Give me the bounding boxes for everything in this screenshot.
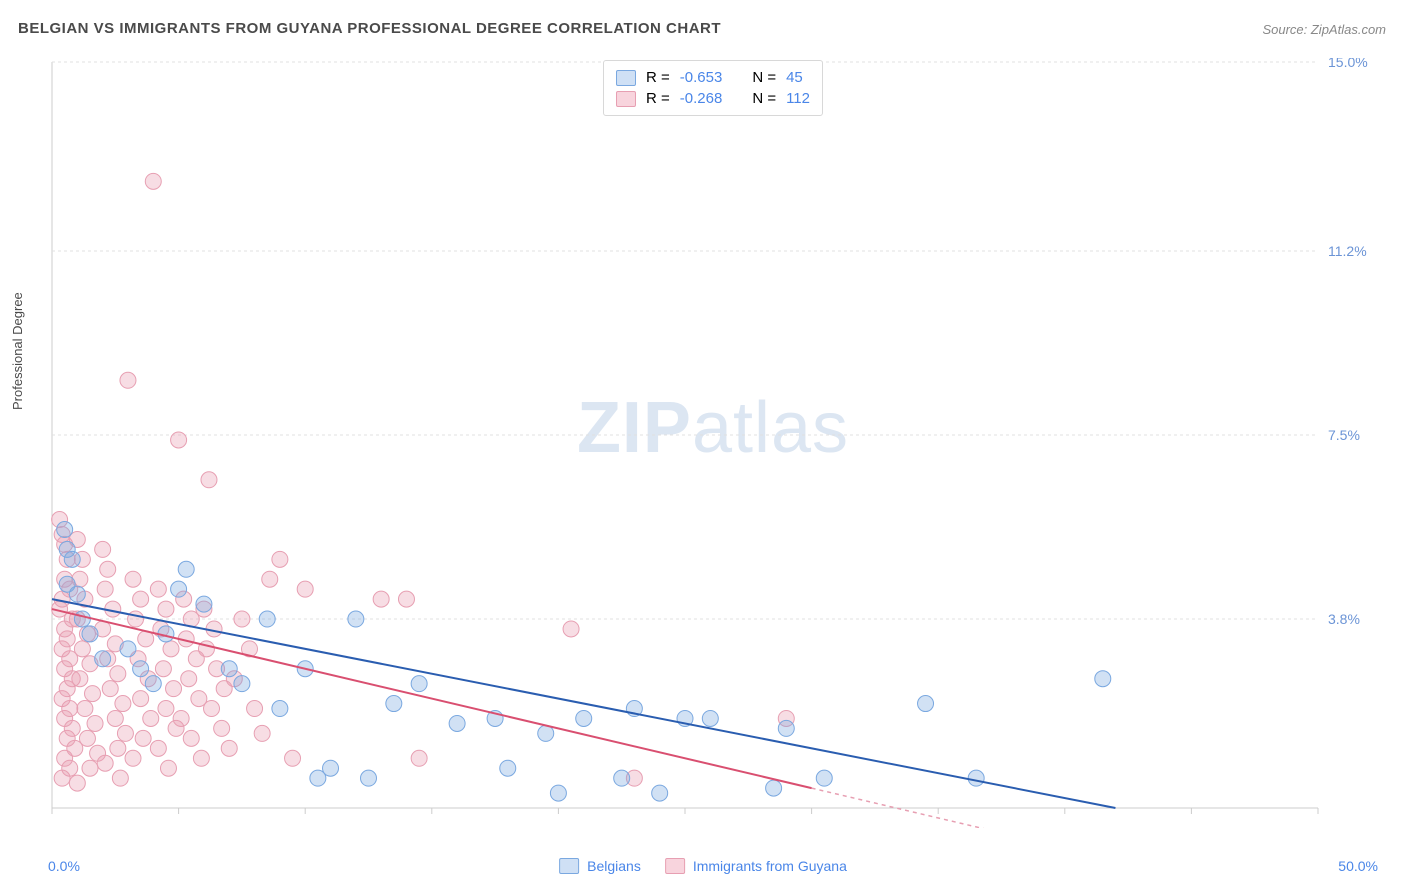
source-label: Source: ZipAtlas.com <box>1262 22 1386 37</box>
scatter-chart: 3.8% 7.5% 11.2% 15.0% <box>48 58 1378 828</box>
r-value-belgians: -0.653 <box>680 69 723 86</box>
legend-correlation: R = -0.653 N = 45 R = -0.268 N = 112 <box>603 60 823 116</box>
svg-text:15.0%: 15.0% <box>1328 58 1368 70</box>
svg-text:3.8%: 3.8% <box>1328 611 1360 627</box>
legend-row-guyana: R = -0.268 N = 112 <box>616 88 810 109</box>
n-label: N = <box>752 69 776 86</box>
legend-label-belgians: Belgians <box>587 858 641 874</box>
r-value-guyana: -0.268 <box>680 90 723 107</box>
svg-text:7.5%: 7.5% <box>1328 427 1360 443</box>
x-axis-min-label: 0.0% <box>48 858 80 874</box>
swatch-belgians-icon <box>559 858 579 874</box>
legend-item-belgians: Belgians <box>559 858 641 874</box>
legend-label-guyana: Immigrants from Guyana <box>693 858 847 874</box>
n-value-guyana: 112 <box>786 90 810 107</box>
svg-text:11.2%: 11.2% <box>1328 243 1367 259</box>
legend-series: Belgians Immigrants from Guyana <box>559 858 847 874</box>
r-label: R = <box>646 90 670 107</box>
legend-item-guyana: Immigrants from Guyana <box>665 858 847 874</box>
chart-title: BELGIAN VS IMMIGRANTS FROM GUYANA PROFES… <box>18 20 721 37</box>
n-value-belgians: 45 <box>786 69 803 86</box>
swatch-guyana-icon <box>665 858 685 874</box>
chart-area: ZIPatlas 3.8%7.5%11.2%15.0% R = -0.653 N… <box>48 58 1378 828</box>
x-axis-max-label: 50.0% <box>1338 858 1378 874</box>
legend-row-belgians: R = -0.653 N = 45 <box>616 67 810 88</box>
swatch-guyana <box>616 91 636 107</box>
y-axis-label: Professional Degree <box>10 292 25 410</box>
n-label: N = <box>752 90 776 107</box>
swatch-belgians <box>616 70 636 86</box>
r-label: R = <box>646 69 670 86</box>
